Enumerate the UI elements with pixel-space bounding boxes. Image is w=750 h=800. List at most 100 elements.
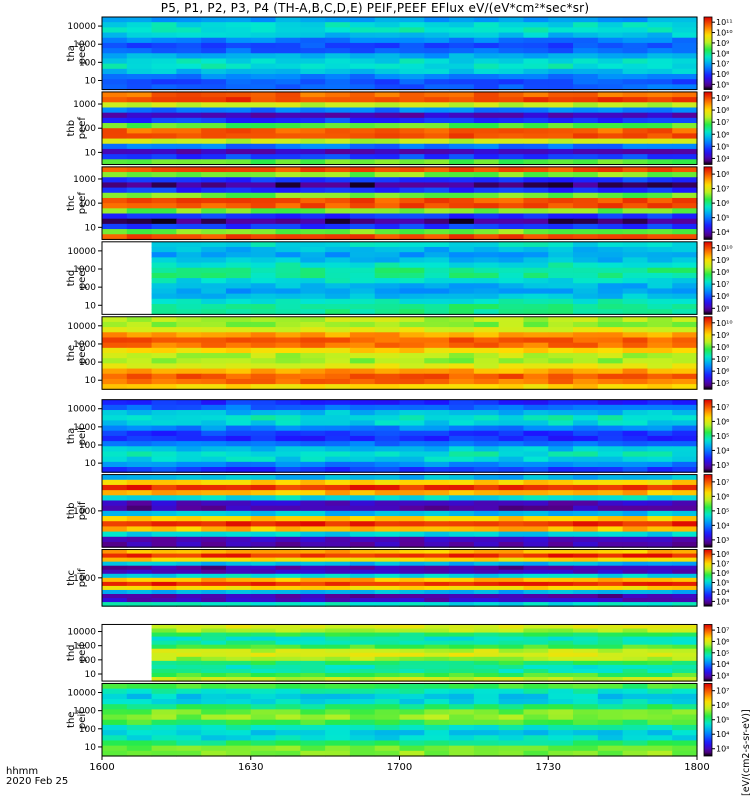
heatmap-cell — [374, 602, 401, 607]
heatmap-cell — [325, 107, 351, 114]
heatmap-cell — [325, 714, 351, 721]
heatmap-cell — [573, 750, 599, 757]
heatmap-cell — [597, 37, 624, 44]
heatmap-cell — [275, 456, 301, 463]
heatmap-cell — [349, 342, 376, 349]
heatmap-cell — [498, 358, 525, 364]
heatmap-cell — [275, 278, 301, 284]
heatmap-cell — [498, 187, 525, 194]
heatmap-cell — [573, 27, 599, 34]
heatmap-cell — [225, 730, 252, 736]
heatmap-cell — [548, 68, 574, 75]
heatmap-cell — [399, 750, 425, 757]
heatmap-cell — [449, 187, 475, 194]
heatmap-cell — [374, 187, 401, 194]
heatmap-cell — [126, 213, 153, 220]
heatmap-cell — [300, 187, 326, 194]
heatmap-cell — [102, 53, 128, 60]
heatmap-cell — [374, 531, 401, 538]
heatmap-cell — [102, 683, 128, 690]
heatmap-cell — [473, 648, 500, 654]
heatmap-cell — [176, 435, 202, 442]
panel-ylabel: thcpeif — [66, 568, 88, 587]
heatmap-cell — [176, 553, 202, 559]
heatmap-cell — [250, 208, 277, 215]
heatmap-cell — [573, 531, 599, 538]
heatmap-cell — [523, 664, 549, 670]
heatmap-cell — [597, 495, 624, 502]
heatmap-cell — [548, 451, 574, 458]
heatmap-cell — [573, 683, 599, 690]
colorbar-tick-label: 10⁶ — [716, 130, 729, 139]
heatmap-cell — [176, 241, 202, 248]
heatmap-cell — [473, 17, 500, 23]
heatmap-cell — [424, 693, 450, 700]
heatmap-cell — [424, 664, 450, 670]
heatmap-cell — [374, 353, 401, 359]
heatmap-cell — [275, 714, 301, 721]
heatmap-cell — [225, 154, 252, 160]
heatmap-cell — [622, 84, 649, 91]
heatmap-cell — [374, 624, 401, 630]
heatmap-cell — [622, 187, 649, 194]
heatmap-cell — [275, 699, 301, 705]
heatmap-cell — [573, 636, 599, 642]
heatmap-cell — [573, 553, 599, 559]
heatmap-cell — [374, 182, 401, 189]
heatmap-cell — [201, 531, 227, 538]
heatmap-cell — [102, 91, 128, 98]
heatmap-cell — [349, 166, 376, 173]
heatmap-cell — [300, 48, 326, 54]
heatmap-cell — [176, 688, 202, 695]
heatmap-cell — [300, 332, 326, 339]
heatmap-cell — [374, 213, 401, 220]
heatmap-cell — [573, 267, 599, 274]
heatmap-cell — [126, 740, 153, 747]
heatmap-cell — [300, 479, 326, 486]
heatmap-cell — [597, 112, 624, 119]
heatmap-cell — [647, 337, 673, 344]
heatmap-cell — [250, 172, 277, 178]
heatmap-cell — [102, 97, 128, 103]
heatmap-cell — [473, 32, 500, 39]
heatmap-cell — [573, 500, 599, 507]
heatmap-cell — [300, 192, 326, 199]
heatmap-cell — [473, 53, 500, 60]
heatmap-cell — [399, 430, 425, 437]
heatmap-cell — [126, 425, 153, 432]
heatmap-cell — [250, 479, 277, 486]
heatmap-cell — [548, 589, 574, 595]
heatmap-cell — [374, 358, 401, 364]
colorbar — [703, 316, 713, 390]
heatmap-cell — [498, 750, 525, 757]
heatmap-cell — [548, 693, 574, 700]
heatmap-cell — [325, 138, 351, 145]
heatmap-cell — [672, 581, 698, 587]
heatmap-cell — [622, 724, 649, 731]
heatmap-cell — [424, 415, 450, 421]
heatmap-cell — [300, 102, 326, 109]
heatmap-cell — [424, 531, 450, 538]
heatmap-cell — [374, 133, 401, 140]
heatmap-cell — [399, 293, 425, 300]
heatmap-cell — [647, 693, 673, 700]
heatmap-cell — [225, 526, 252, 533]
heatmap-cell — [126, 218, 153, 225]
heatmap-cell — [622, 303, 649, 310]
heatmap-cell — [473, 177, 500, 184]
heatmap-cell — [449, 128, 475, 134]
heatmap-cell — [102, 332, 128, 339]
heatmap-cell — [573, 316, 599, 323]
heatmap-cell — [151, 664, 177, 670]
heatmap-cell — [300, 378, 326, 385]
y-tick-label: 10000 — [67, 628, 96, 638]
heatmap-cell — [225, 128, 252, 134]
heatmap-cell — [498, 353, 525, 359]
heatmap-cell — [250, 337, 277, 344]
colorbar-tick-label: 10⁷ — [716, 60, 729, 69]
heatmap-cell — [201, 37, 227, 44]
heatmap-cell — [300, 735, 326, 742]
heatmap-cell — [523, 714, 549, 721]
heatmap-cell — [275, 327, 301, 333]
heatmap-cell — [424, 699, 450, 705]
